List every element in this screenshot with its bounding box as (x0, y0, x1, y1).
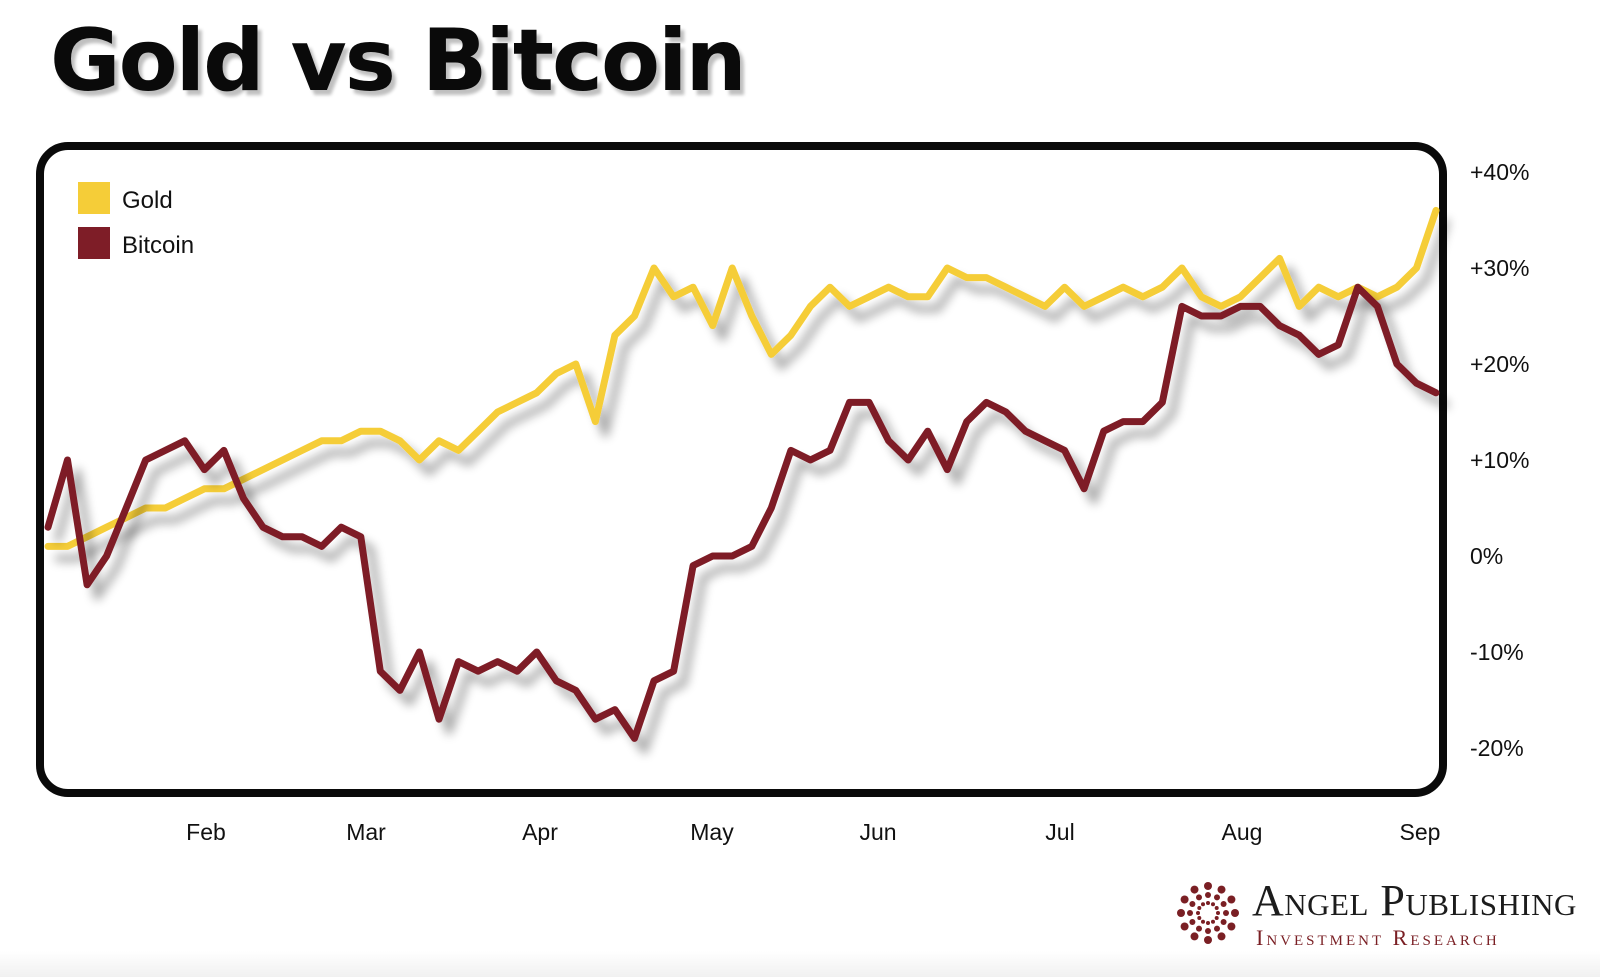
brand-block: Angel Publishing Investment Research (1172, 875, 1592, 965)
legend-label-gold: Gold (122, 187, 173, 214)
legend-label-bitcoin: Bitcoin (122, 232, 194, 259)
logo-dot (1204, 936, 1212, 944)
logo-dot (1214, 894, 1220, 901)
plot-frame (36, 142, 1447, 797)
bottom-band (0, 951, 1600, 977)
y-tick-label: -10% (1470, 639, 1524, 665)
logo-dot (1196, 925, 1202, 932)
logo-dot (1220, 919, 1227, 925)
x-tick-label: Feb (186, 819, 226, 845)
series-line-bitcoin (44, 283, 1440, 742)
x-tick-label: Sep (1400, 819, 1441, 845)
logo-dot (1214, 925, 1220, 932)
logo-dot (1206, 921, 1210, 925)
logo-dot (1189, 919, 1196, 925)
logo-dot (1214, 906, 1219, 910)
series-line-gold (44, 206, 1440, 550)
logo-dot (1180, 922, 1189, 931)
logo-dot (1223, 910, 1229, 916)
brand-tagline: Investment Research (1256, 925, 1500, 950)
y-tick-label: +30% (1470, 255, 1529, 281)
logo-dot (1204, 882, 1212, 890)
x-tick-label: Jun (859, 819, 896, 845)
logo-dot (1196, 894, 1202, 901)
brand-logo-icon (1177, 882, 1239, 944)
logo-dot (1201, 902, 1205, 907)
legend-swatch-gold (78, 182, 110, 214)
logo-dot (1216, 911, 1220, 915)
logo-dot (1196, 911, 1200, 915)
logo-dot (1190, 932, 1199, 941)
x-tick-label: Apr (522, 819, 558, 845)
logo-dot (1187, 910, 1193, 916)
y-tick-label: +10% (1470, 447, 1529, 473)
y-tick-label: +20% (1470, 351, 1529, 377)
legend-swatch-bitcoin (78, 227, 110, 259)
y-tick-label: 0% (1470, 543, 1503, 569)
logo-dot (1214, 916, 1219, 920)
logo-dot (1177, 909, 1185, 917)
logo-dot (1197, 906, 1202, 910)
logo-dot (1217, 932, 1226, 941)
logo-dot (1180, 895, 1189, 904)
logo-dot (1205, 892, 1211, 898)
logo-dot (1205, 928, 1211, 934)
logo-dot (1231, 909, 1239, 917)
x-tick-label: Aug (1222, 819, 1263, 845)
logo-dot (1197, 916, 1202, 920)
brand-name: Angel Publishing (1252, 876, 1577, 925)
page-title: Gold vs Bitcoin (50, 11, 747, 111)
logo-dot (1227, 922, 1236, 931)
logo-dot (1220, 901, 1227, 907)
logo-dot (1211, 919, 1215, 924)
logo-dot (1217, 885, 1226, 894)
x-tick-label: Mar (346, 819, 386, 845)
logo-dot (1206, 901, 1210, 905)
logo-dot (1227, 895, 1236, 904)
y-tick-label: -20% (1470, 735, 1524, 761)
logo-dot (1190, 885, 1199, 894)
logo-dot (1201, 919, 1205, 924)
logo-dot (1189, 901, 1196, 907)
logo-dot (1211, 902, 1215, 907)
x-tick-label: Jul (1045, 819, 1074, 845)
x-tick-label: May (690, 819, 734, 845)
y-tick-label: +40% (1470, 159, 1529, 185)
